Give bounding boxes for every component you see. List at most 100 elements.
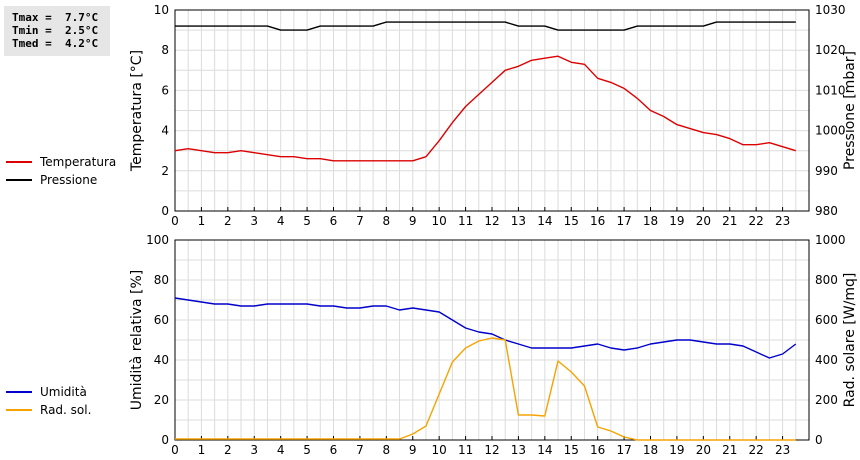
legend-label-umidita: Umidità: [40, 385, 87, 399]
x-tick-label: 3: [250, 443, 258, 457]
legend-label-radsol: Rad. sol.: [40, 403, 92, 417]
y2-tick-label: 600: [815, 313, 838, 327]
y-tick-label: 40: [154, 353, 169, 367]
x-tick-label: 9: [409, 443, 417, 457]
stats-tmed: Tmed = 4.2°C: [12, 37, 99, 50]
y2-tick-label: 990: [815, 164, 838, 178]
x-tick-label: 14: [537, 443, 552, 457]
y-tick-label: 100: [146, 233, 169, 247]
x-tick-label: 7: [356, 214, 364, 228]
x-tick-label: 15: [564, 214, 579, 228]
x-tick-label: 7: [356, 443, 364, 457]
y-tick-label: 80: [154, 273, 169, 287]
y2-tick-label: 980: [815, 204, 838, 218]
x-tick-label: 2: [224, 443, 232, 457]
y-tick-label: 20: [154, 393, 169, 407]
y2-tick-label: 0: [815, 433, 823, 447]
y2-tick-label: 1010: [815, 83, 846, 97]
chart-panel-1: 0 1 2 3 4 5 6 7 8 9 10 11 12 13 14 15 16 17 18 19 20 21 22 2302…: [129, 3, 858, 228]
x-tick-label: 19: [669, 214, 684, 228]
series-line-pressione: [175, 21, 796, 31]
legend-swatch-pressione: [6, 179, 32, 181]
x-tick-label: 16: [590, 443, 605, 457]
y-tick-label: 0: [161, 204, 169, 218]
y-tick-label: 10: [154, 3, 169, 17]
x-tick-label: 8: [383, 443, 391, 457]
y2-tick-label: 400: [815, 353, 838, 367]
x-tick-label: 10: [432, 214, 447, 228]
y-tick-label: 0: [161, 433, 169, 447]
y2-tick-label: 200: [815, 393, 838, 407]
x-tick-label: 0: [171, 214, 179, 228]
y2-tick-label: 800: [815, 273, 838, 287]
x-tick-label: 12: [484, 214, 499, 228]
x-tick-label: 17: [616, 214, 631, 228]
y-tick-label: 60: [154, 313, 169, 327]
y2-tick-label: 1000: [815, 124, 846, 138]
x-tick-label: 10: [432, 443, 447, 457]
stats-tmin: Tmin = 2.5°C: [12, 24, 99, 37]
y2-tick-label: 1030: [815, 3, 846, 17]
x-tick-label: 15: [564, 443, 579, 457]
x-tick-label: 22: [749, 214, 764, 228]
x-tick-label: 1: [198, 443, 206, 457]
stats-box: Tmax = 7.7°C Tmin = 2.5°C Tmed = 4.2°C: [4, 6, 110, 56]
x-tick-label: 12: [484, 443, 499, 457]
x-tick-label: 8: [383, 214, 391, 228]
x-tick-label: 11: [458, 214, 473, 228]
y2-axis-title: Rad. solare [W/mq]: [842, 273, 858, 408]
y-tick-label: 2: [161, 164, 169, 178]
x-tick-label: 6: [330, 214, 338, 228]
x-tick-label: 20: [696, 214, 711, 228]
y2-tick-label: 1020: [815, 43, 846, 57]
x-tick-label: 5: [303, 443, 311, 457]
x-tick-label: 18: [643, 443, 658, 457]
x-tick-label: 1: [198, 214, 206, 228]
x-tick-label: 6: [330, 443, 338, 457]
legend-label-temperatura: Temperatura: [40, 155, 117, 169]
y-axis-title: Umidità relativa [%]: [129, 270, 145, 411]
legend-item-pressione: Pressione: [6, 171, 116, 189]
x-tick-label: 4: [277, 214, 285, 228]
x-tick-label: 18: [643, 214, 658, 228]
x-tick-label: 13: [511, 443, 526, 457]
legend-swatch-umidita: [6, 391, 32, 393]
x-tick-label: 17: [616, 443, 631, 457]
x-tick-label: 5: [303, 214, 311, 228]
x-tick-label: 19: [669, 443, 684, 457]
y-tick-label: 4: [161, 124, 169, 138]
legend-top: Temperatura Pressione: [6, 153, 116, 189]
x-tick-label: 22: [749, 443, 764, 457]
legend-label-pressione: Pressione: [40, 173, 98, 187]
x-tick-label: 0: [171, 443, 179, 457]
stats-tmax: Tmax = 7.7°C: [12, 11, 99, 24]
series-line-rad-sol-: [175, 337, 796, 441]
x-tick-label: 4: [277, 443, 285, 457]
y2-axis-title: Pressione [mbar]: [842, 51, 858, 170]
chart-panel-2: 0 1 2 3 4 5 6 7 8 9 10 11 12 13 14 15 16 17 18 19 20 21 22 2302…: [129, 233, 858, 457]
y-axis-title: Temperatura [°C]: [129, 50, 145, 172]
y-tick-label: 8: [161, 43, 169, 57]
x-tick-label: 13: [511, 214, 526, 228]
x-tick-label: 11: [458, 443, 473, 457]
x-tick-label: 23: [775, 214, 790, 228]
x-tick-label: 2: [224, 214, 232, 228]
legend-item-temperatura: Temperatura: [6, 153, 116, 171]
series-line-temperatura: [174, 55, 797, 162]
series-line-umidit-: [174, 297, 797, 359]
y2-tick-label: 1000: [815, 233, 846, 247]
x-tick-label: 23: [775, 443, 790, 457]
legend-swatch-temperatura: [6, 161, 32, 163]
x-tick-label: 20: [696, 443, 711, 457]
legend-swatch-radsol: [6, 409, 32, 411]
x-tick-label: 9: [409, 214, 417, 228]
x-tick-label: 16: [590, 214, 605, 228]
y-tick-label: 6: [161, 83, 169, 97]
legend-item-umidita: Umidità: [6, 383, 91, 401]
x-tick-label: 3: [250, 214, 258, 228]
x-tick-label: 21: [722, 214, 737, 228]
legend-item-radsol: Rad. sol.: [6, 401, 91, 419]
legend-bottom: Umidità Rad. sol.: [6, 383, 91, 419]
x-tick-label: 14: [537, 214, 552, 228]
